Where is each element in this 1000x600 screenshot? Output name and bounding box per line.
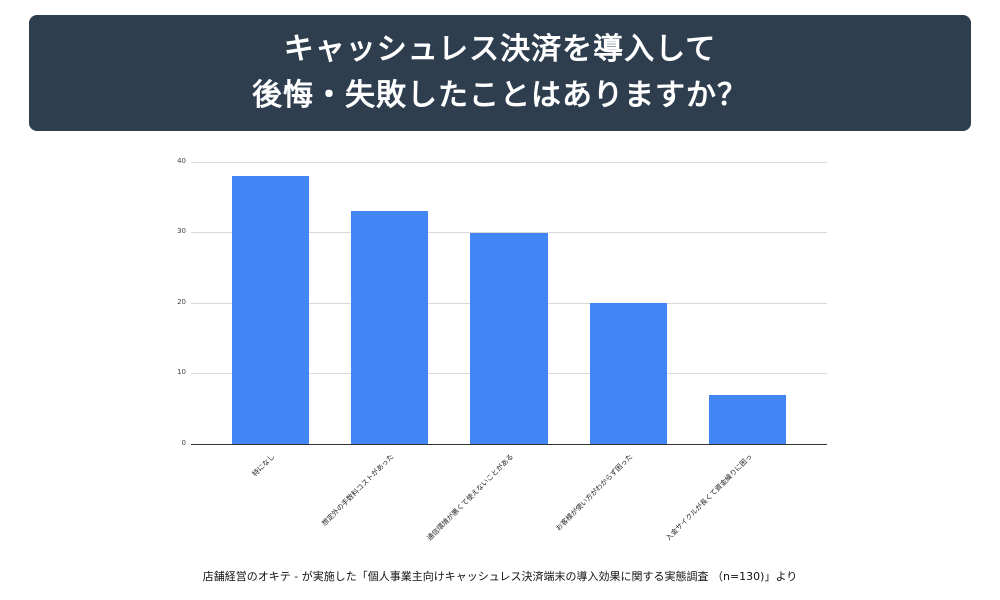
x-label-customer-confusion: お客様が使い方がわからず困った [554,452,635,533]
bar-none [232,176,309,444]
x-label-connectivity: 通信環境が悪くて使えないことがある [425,452,516,543]
source-caption: 店舗経営のオキテ - が実施した「個人事業主向けキャッシュレス決済端末の導入効果… [202,570,798,583]
gridline-30 [191,232,827,233]
title-line-1: キャッシュレス決済を導入して [283,32,717,67]
y-tick-30: 30 [177,227,186,235]
y-tick-10: 10 [177,368,186,376]
y-tick-0: 0 [181,439,186,447]
bar-customer-confusion [590,303,667,444]
bar-payment-cycle [709,395,786,444]
x-label-unexpected-fees: 想定外の手数料コストがあった [320,452,396,528]
x-label-none: 特になし [250,452,277,479]
bar-unexpected-fees [351,211,428,444]
gridline-40 [191,162,827,163]
x-label-payment-cycle: 入金サイクルが長くて資金繰りに困っ [663,452,754,543]
x-axis-baseline [191,444,827,445]
title-line-2: 後悔・失敗したことはありますか？ [252,78,748,113]
title-banner: キャッシュレス決済を導入して 後悔・失敗したことはありますか？ [29,15,971,131]
y-tick-20: 20 [177,298,186,306]
y-tick-40: 40 [177,157,186,165]
bar-connectivity [470,233,548,444]
